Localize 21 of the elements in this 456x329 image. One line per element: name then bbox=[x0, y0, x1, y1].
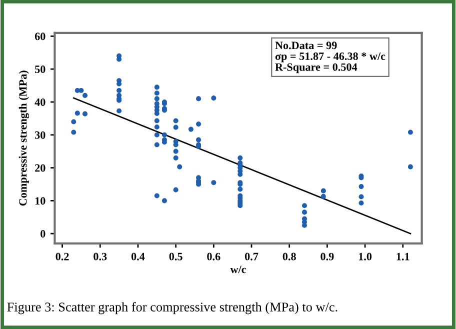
x-axis-title: w/c bbox=[230, 266, 246, 274]
x-tick-label: 0.2 bbox=[56, 252, 69, 260]
x-tick-label: 0.8 bbox=[282, 252, 296, 260]
x-tick-label: 0.4 bbox=[131, 252, 145, 260]
annotation: No.Data = 99 σp = 51.87 - 46.38 * w/c R-Square = 0.504 bbox=[275, 42, 386, 74]
y-tick-label: 50 bbox=[35, 66, 46, 74]
y-axis-title: Compressive strength (MPa) bbox=[18, 70, 30, 206]
y-tick-label: 10 bbox=[35, 197, 46, 205]
x-tick-label: 0.6 bbox=[207, 252, 220, 260]
caption: Figure 3: Scatter graph for compressive strength (MPa) to w/c. bbox=[7, 302, 338, 314]
x-tick-label: 0.7 bbox=[244, 252, 258, 260]
y-tick-label: 30 bbox=[35, 131, 46, 139]
x-tick-label: 0.9 bbox=[320, 252, 334, 260]
y-tick-label: 20 bbox=[35, 164, 46, 172]
y-tick-label: 40 bbox=[34, 98, 46, 106]
x-tick-label: 0.3 bbox=[94, 252, 107, 260]
x-tick-label: 1.0 bbox=[358, 252, 372, 260]
y-tick-label: 60 bbox=[34, 32, 46, 40]
x-tick-label: 1.1 bbox=[396, 252, 410, 260]
x-tick-label: 0.5 bbox=[169, 252, 182, 260]
y-tick-label: 0 bbox=[40, 230, 46, 238]
